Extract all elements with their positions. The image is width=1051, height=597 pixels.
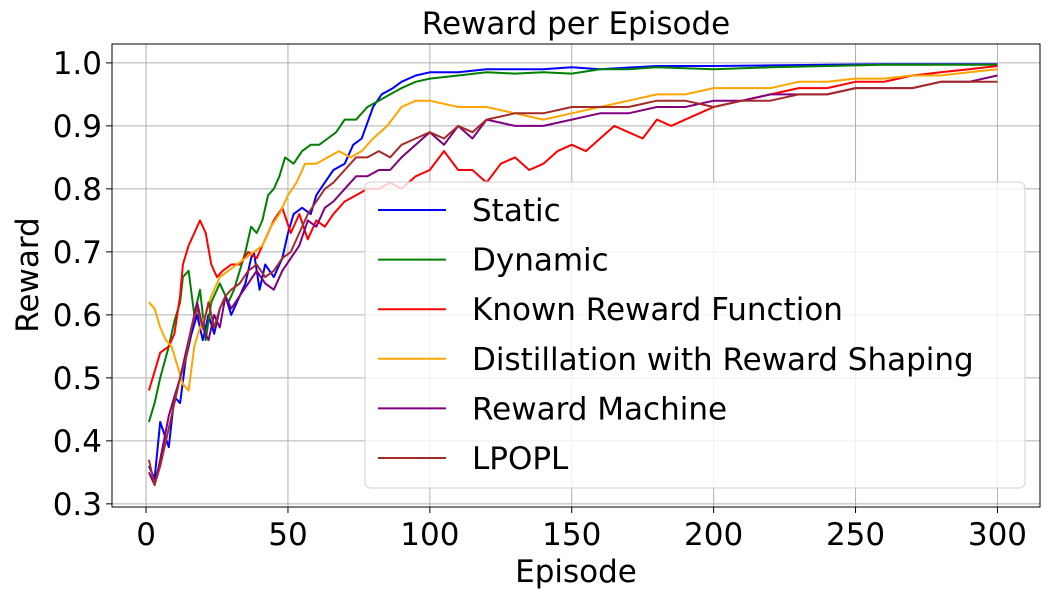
series-lines	[147, 63, 998, 486]
y-tick-label: 0.6	[53, 298, 102, 334]
y-tick-label: 1.0	[53, 46, 102, 82]
x-tick-label: 200	[684, 517, 743, 553]
legend-box	[364, 181, 1026, 489]
x-tick-label: 0	[136, 517, 156, 553]
legend-label-dynamic: Dynamic	[472, 243, 609, 279]
y-tick-label: 0.9	[53, 109, 102, 145]
legend-label-static: Static	[472, 193, 561, 229]
legend-label-reward-machine: Reward Machine	[472, 391, 727, 427]
x-tick-label: 100	[400, 517, 459, 553]
legend: Static Dynamic Known Reward Function Distil…	[364, 181, 1026, 489]
x-tick-label: 300	[968, 517, 1027, 553]
x-axis-label: Episode	[515, 554, 637, 590]
y-tick-label: 0.5	[53, 361, 102, 397]
y-tick-label: 0.8	[53, 172, 102, 208]
x-tick-label: 250	[826, 517, 885, 553]
legend-label-lpopl: LPOPL	[472, 441, 569, 477]
series-line-lpopl	[147, 80, 998, 486]
y-axis-label: Reward	[10, 217, 46, 332]
x-tick-label: 150	[542, 517, 601, 553]
series-line-reward-machine	[147, 74, 998, 486]
axis-ticks: 0 50 100 150 200 250 300 0.3 0.4 0.5 0.6 0.7 0.8 0.9 1…	[53, 46, 1027, 553]
y-tick-label: 0.3	[53, 487, 102, 523]
legend-label-distillation-with-reward-shaping: Distillation with Reward Shaping	[472, 342, 974, 378]
y-tick-label: 0.4	[53, 424, 102, 460]
chart-title: Reward per Episode	[422, 6, 730, 42]
legend-label-known-reward-function: Known Reward Function	[472, 292, 843, 328]
y-tick-label: 0.7	[53, 235, 102, 271]
x-tick-label: 50	[268, 517, 307, 553]
series-line-distillation-with-reward-shaping	[148, 68, 998, 392]
plot-frame	[111, 43, 1041, 508]
